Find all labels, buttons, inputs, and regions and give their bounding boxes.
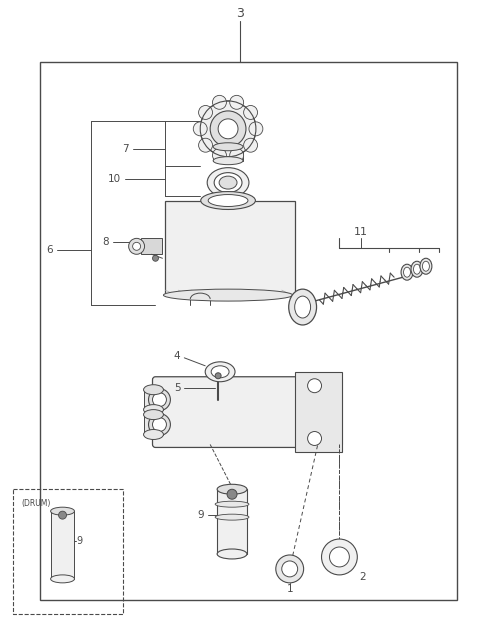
Ellipse shape (144, 404, 164, 415)
Text: 8: 8 (102, 237, 109, 247)
Circle shape (244, 138, 258, 152)
Text: 5: 5 (174, 383, 180, 393)
Circle shape (215, 372, 221, 379)
Ellipse shape (207, 168, 249, 198)
Ellipse shape (153, 417, 167, 431)
Circle shape (276, 555, 304, 583)
Bar (214, 193, 242, 205)
Ellipse shape (420, 259, 432, 274)
Ellipse shape (201, 191, 255, 209)
Circle shape (322, 539, 357, 575)
Ellipse shape (144, 429, 164, 440)
Ellipse shape (50, 575, 74, 583)
Circle shape (59, 511, 67, 519)
Circle shape (308, 431, 322, 445)
Bar (50, 511, 74, 579)
Bar (144, 415, 164, 435)
Circle shape (199, 106, 213, 120)
Ellipse shape (144, 385, 164, 395)
Ellipse shape (153, 393, 167, 406)
Text: 6: 6 (47, 245, 53, 255)
Text: 2: 2 (360, 572, 366, 582)
Text: 3: 3 (236, 7, 244, 20)
Circle shape (213, 95, 227, 109)
Ellipse shape (219, 176, 237, 189)
Circle shape (308, 379, 322, 393)
Circle shape (244, 106, 258, 120)
Bar (295, 372, 342, 452)
Ellipse shape (213, 157, 243, 164)
Circle shape (230, 148, 244, 163)
Circle shape (282, 561, 298, 577)
Ellipse shape (215, 514, 249, 520)
Bar (39, 62, 457, 600)
Ellipse shape (404, 268, 410, 277)
Circle shape (129, 238, 144, 254)
Circle shape (210, 111, 246, 147)
Ellipse shape (217, 549, 247, 559)
Circle shape (199, 138, 213, 152)
Circle shape (218, 119, 238, 139)
Ellipse shape (50, 507, 74, 515)
Circle shape (329, 547, 349, 567)
Bar (217, 489, 247, 554)
Bar (166, 200, 295, 295)
Text: 10: 10 (108, 173, 120, 184)
Ellipse shape (214, 200, 242, 209)
Ellipse shape (144, 410, 164, 420)
Circle shape (230, 95, 244, 109)
Circle shape (227, 489, 237, 499)
Text: 9: 9 (76, 536, 83, 546)
Ellipse shape (148, 413, 170, 435)
Ellipse shape (205, 362, 235, 381)
Circle shape (213, 148, 227, 163)
Circle shape (153, 255, 158, 261)
Text: 4: 4 (174, 351, 180, 361)
Ellipse shape (411, 261, 423, 277)
Circle shape (200, 101, 256, 157)
Ellipse shape (295, 296, 311, 318)
Ellipse shape (217, 484, 247, 494)
Text: 11: 11 (354, 227, 368, 237)
Circle shape (132, 243, 141, 250)
Ellipse shape (164, 289, 293, 301)
Text: (DRUM): (DRUM) (21, 499, 51, 508)
FancyBboxPatch shape (153, 377, 342, 447)
Bar (144, 390, 164, 410)
Ellipse shape (208, 195, 248, 207)
Bar (141, 238, 162, 254)
Ellipse shape (211, 366, 229, 378)
Ellipse shape (148, 388, 170, 411)
Ellipse shape (215, 501, 249, 507)
Ellipse shape (422, 261, 430, 271)
Text: 1: 1 (287, 584, 293, 594)
Text: 9: 9 (198, 510, 204, 520)
Bar (13, 489, 123, 614)
Circle shape (249, 122, 263, 136)
Ellipse shape (413, 264, 420, 274)
Ellipse shape (214, 173, 242, 193)
Bar (213, 147, 243, 161)
Ellipse shape (213, 143, 243, 151)
Text: 7: 7 (122, 144, 129, 154)
Ellipse shape (401, 264, 413, 280)
Ellipse shape (288, 289, 316, 325)
Circle shape (193, 122, 207, 136)
